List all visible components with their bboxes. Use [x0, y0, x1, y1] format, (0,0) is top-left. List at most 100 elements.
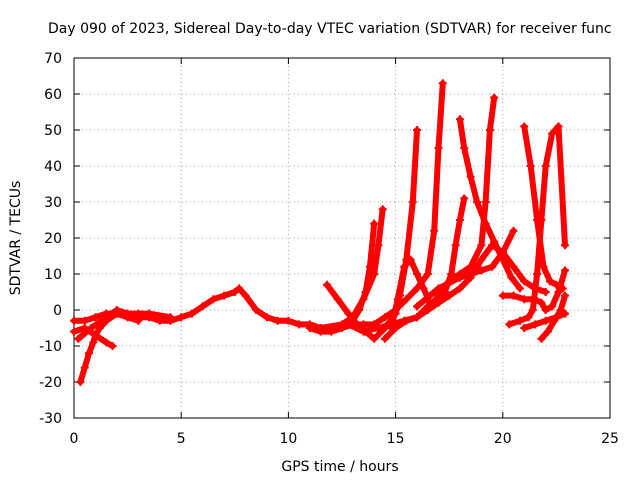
y-tick-label: 40	[44, 159, 62, 175]
data-point-marker	[241, 291, 250, 300]
data-point-marker	[235, 284, 244, 293]
data-point-marker	[380, 334, 389, 343]
series-group	[70, 79, 569, 386]
data-point-marker	[455, 216, 464, 224]
data-point-marker	[526, 162, 535, 170]
data-point-marker	[541, 316, 550, 325]
y-tick-label: -20	[39, 375, 62, 391]
y-tick-label: 0	[53, 303, 62, 319]
data-point-marker	[344, 309, 353, 318]
data-point-marker	[509, 226, 518, 235]
data-point-marker	[423, 270, 432, 278]
data-point-marker	[359, 327, 368, 336]
data-point-marker	[460, 144, 469, 152]
axis-ticks: 0 5 10 15 20 25 -30 -20 -10 0 10 20 30 40 50 60 70	[39, 51, 619, 447]
series-line-sat-o	[414, 227, 517, 310]
data-point-marker	[466, 270, 475, 278]
data-point-marker	[89, 338, 98, 347]
data-point-marker	[533, 270, 542, 278]
data-point-marker	[541, 306, 550, 314]
data-point-marker	[359, 295, 368, 304]
series-line-sat-b	[77, 285, 324, 385]
data-point-marker	[112, 306, 121, 314]
data-point-marker	[76, 378, 85, 386]
data-point-marker	[554, 122, 563, 131]
data-point-marker	[102, 313, 111, 322]
data-point-marker	[262, 313, 271, 322]
data-point-marker	[488, 262, 497, 271]
data-point-marker	[374, 241, 383, 250]
data-point-marker	[406, 255, 415, 264]
data-point-marker	[419, 284, 428, 293]
data-point-marker	[543, 327, 552, 336]
data-point-marker	[509, 262, 518, 271]
data-point-marker	[70, 316, 78, 325]
data-point-marker	[545, 277, 554, 286]
series-markers-sat-r	[520, 122, 567, 293]
data-point-marker	[145, 309, 154, 318]
data-point-marker	[515, 284, 524, 293]
data-point-marker	[91, 313, 100, 322]
series-line-sat-e	[306, 220, 378, 335]
data-point-marker	[560, 266, 569, 275]
data-point-marker	[402, 295, 411, 304]
data-point-marker	[393, 295, 402, 304]
data-point-marker	[490, 237, 499, 246]
data-point-marker	[177, 313, 186, 322]
data-point-marker	[74, 334, 83, 343]
data-point-marker	[378, 205, 387, 214]
data-point-marker	[438, 79, 447, 88]
data-point-marker	[498, 291, 507, 300]
data-point-marker	[220, 291, 229, 300]
data-point-marker	[85, 349, 94, 358]
data-point-marker	[552, 280, 561, 289]
data-point-marker	[537, 334, 546, 343]
data-point-marker	[108, 342, 117, 350]
data-point-marker	[481, 219, 490, 228]
series-markers-sat-b	[76, 284, 325, 386]
data-point-marker	[134, 316, 143, 325]
data-point-marker	[477, 241, 486, 250]
data-point-marker	[80, 316, 89, 325]
data-point-marker	[252, 306, 261, 314]
data-point-marker	[509, 291, 518, 300]
data-point-marker	[91, 331, 100, 340]
data-point-marker	[548, 129, 557, 138]
y-tick-label: 70	[44, 51, 62, 67]
data-point-marker	[316, 324, 325, 332]
data-point-marker	[539, 262, 548, 271]
data-point-marker	[515, 316, 524, 325]
data-point-marker	[80, 363, 89, 372]
chart-title: Day 090 of 2023, Sidereal Day-to-day VTE…	[48, 21, 612, 37]
data-point-marker	[413, 270, 422, 278]
x-tick-label: 25	[601, 431, 619, 447]
data-point-marker	[537, 298, 546, 307]
data-point-marker	[400, 262, 409, 271]
data-point-marker	[230, 288, 239, 296]
data-point-marker	[455, 284, 464, 293]
data-point-marker	[530, 320, 539, 329]
data-point-marker	[455, 115, 464, 124]
data-point-marker	[520, 324, 529, 332]
data-point-marker	[434, 144, 443, 152]
series-markers-sat-o	[413, 226, 518, 311]
data-point-marker	[402, 316, 411, 325]
data-point-marker	[466, 262, 475, 271]
data-point-marker	[430, 226, 439, 235]
data-point-marker	[560, 309, 569, 318]
data-point-marker	[391, 324, 400, 332]
data-point-marker	[548, 302, 557, 311]
y-tick-label: -10	[39, 339, 62, 355]
data-point-marker	[102, 338, 111, 347]
series-line-sat-k	[381, 242, 549, 342]
data-point-marker	[134, 309, 143, 318]
data-point-marker	[413, 313, 422, 322]
data-point-marker	[423, 306, 432, 314]
data-point-marker	[370, 270, 379, 278]
series-line-sat-g	[324, 127, 420, 342]
data-point-marker	[455, 273, 464, 282]
y-tick-label: -30	[39, 411, 62, 427]
data-point-marker	[434, 284, 443, 293]
data-point-marker	[370, 334, 379, 343]
